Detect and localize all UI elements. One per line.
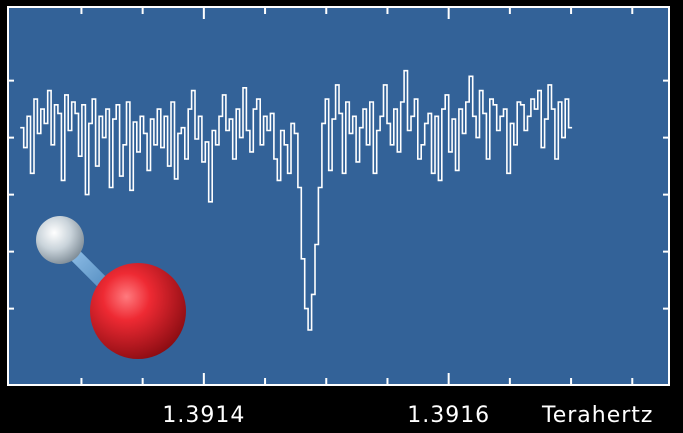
x-tick-label: 1.3914 bbox=[162, 403, 245, 428]
spectrum-line bbox=[20, 69, 573, 331]
oh-molecule-image bbox=[36, 216, 186, 359]
x-tick-label: 1.3916 bbox=[407, 403, 490, 428]
axis-ticks bbox=[8, 7, 669, 385]
x-axis-label: Terahertz bbox=[541, 403, 653, 428]
oxygen-atom bbox=[90, 263, 186, 359]
x-tick-labels: 1.3914 1.3916 bbox=[162, 403, 490, 428]
hydrogen-atom bbox=[36, 216, 84, 264]
plot-frame bbox=[7, 6, 670, 386]
spectrum-series bbox=[20, 69, 573, 331]
